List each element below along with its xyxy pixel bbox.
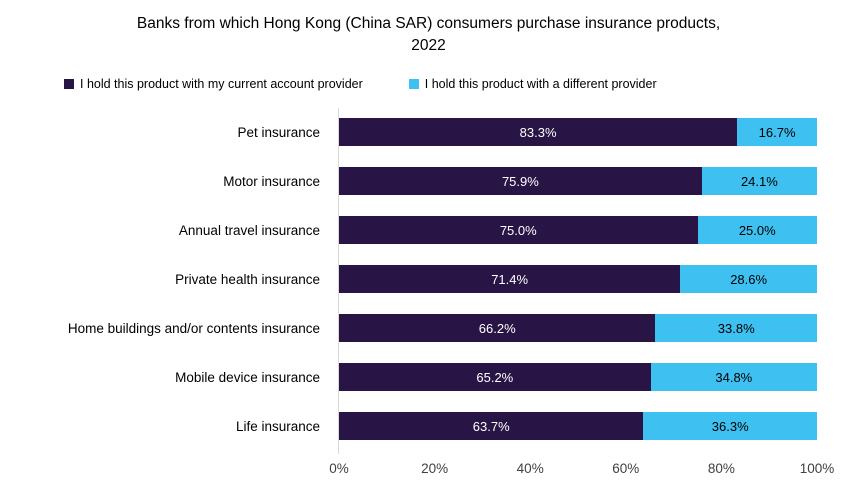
category-label: Life insurance [235,418,320,434]
bar-row: Annual travel insurance 75.0% 25.0% [0,206,857,255]
legend: I hold this product with my current acco… [0,75,857,93]
bar-track: 75.9% 24.1% [339,167,817,196]
x-axis-tick-label: 60% [612,460,640,476]
legend-item-different-provider: I hold this product with a different pro… [408,76,657,91]
bar-row: Pet insurance 83.3% 16.7% [0,108,857,157]
segment-different-provider: 16.7% [737,118,817,147]
x-axis-tick-label: 0% [329,460,349,476]
category-label: Private health insurance [175,271,320,287]
segment-different-provider: 36.3% [643,412,817,441]
bar-track: 71.4% 28.6% [339,265,817,294]
bar-track: 75.0% 25.0% [339,216,817,245]
bar-row: Mobile device insurance 65.2% 34.8% [0,353,857,402]
segment-current-account-provider: 71.4% [339,265,681,294]
segment-current-account-provider: 75.9% [339,167,702,196]
x-axis-tick-label: 100% [799,460,835,476]
y-axis-line [338,107,339,454]
segment-different-provider: 33.8% [655,314,817,343]
legend-label-current-account-provider: I hold this product with my current acco… [80,76,363,91]
chart-title: Banks from which Hong Kong (China SAR) c… [136,15,721,55]
x-axis-tick-label: 40% [516,460,544,476]
segment-current-account-provider: 63.7% [339,412,644,441]
category-label: Home buildings and/or contents insurance [67,320,320,336]
x-axis-tick-label: 20% [421,460,449,476]
segment-current-account-provider: 65.2% [339,363,651,392]
bar-track: 83.3% 16.7% [339,118,817,147]
category-label: Motor insurance [223,173,320,189]
segment-different-provider: 24.1% [701,167,817,196]
bar-track: 65.2% 34.8% [339,363,817,392]
segment-current-account-provider: 75.0% [339,216,698,245]
bar-row: Private health insurance 71.4% 28.6% [0,255,857,304]
x-axis: 0% 20% 40% 60% 80% 100% [329,460,834,481]
legend-swatch-current-account-provider [64,78,74,89]
x-axis-tick-label: 80% [707,460,735,476]
bar-track: 66.2% 33.8% [339,314,817,343]
bar-rows: Pet insurance 83.3% 16.7% Motor insurance 75… [0,108,857,451]
bar-track: 63.7% 36.3% [339,412,817,441]
category-label: Mobile device insurance [175,369,320,385]
segment-current-account-provider: 66.2% [339,314,656,343]
legend-swatch-different-provider [408,78,419,89]
segment-different-provider: 25.0% [697,216,817,245]
bar-row: Motor insurance 75.9% 24.1% [0,157,857,206]
bar-row: Life insurance 63.7% 36.3% [0,402,857,451]
plot-area: Pet insurance 83.3% 16.7% Motor insurance 75… [0,107,857,481]
segment-different-provider: 28.6% [680,265,817,294]
legend-item-current-account-provider: I hold this product with my current acco… [64,77,363,91]
legend-label-different-provider: I hold this product with a different pro… [424,76,657,91]
bar-row: Home buildings and/or contents insurance… [0,304,857,353]
category-label: Pet insurance [237,124,320,140]
category-label: Annual travel insurance [178,222,320,238]
segment-current-account-provider: 83.3% [339,118,738,147]
segment-different-provider: 34.8% [650,363,817,392]
